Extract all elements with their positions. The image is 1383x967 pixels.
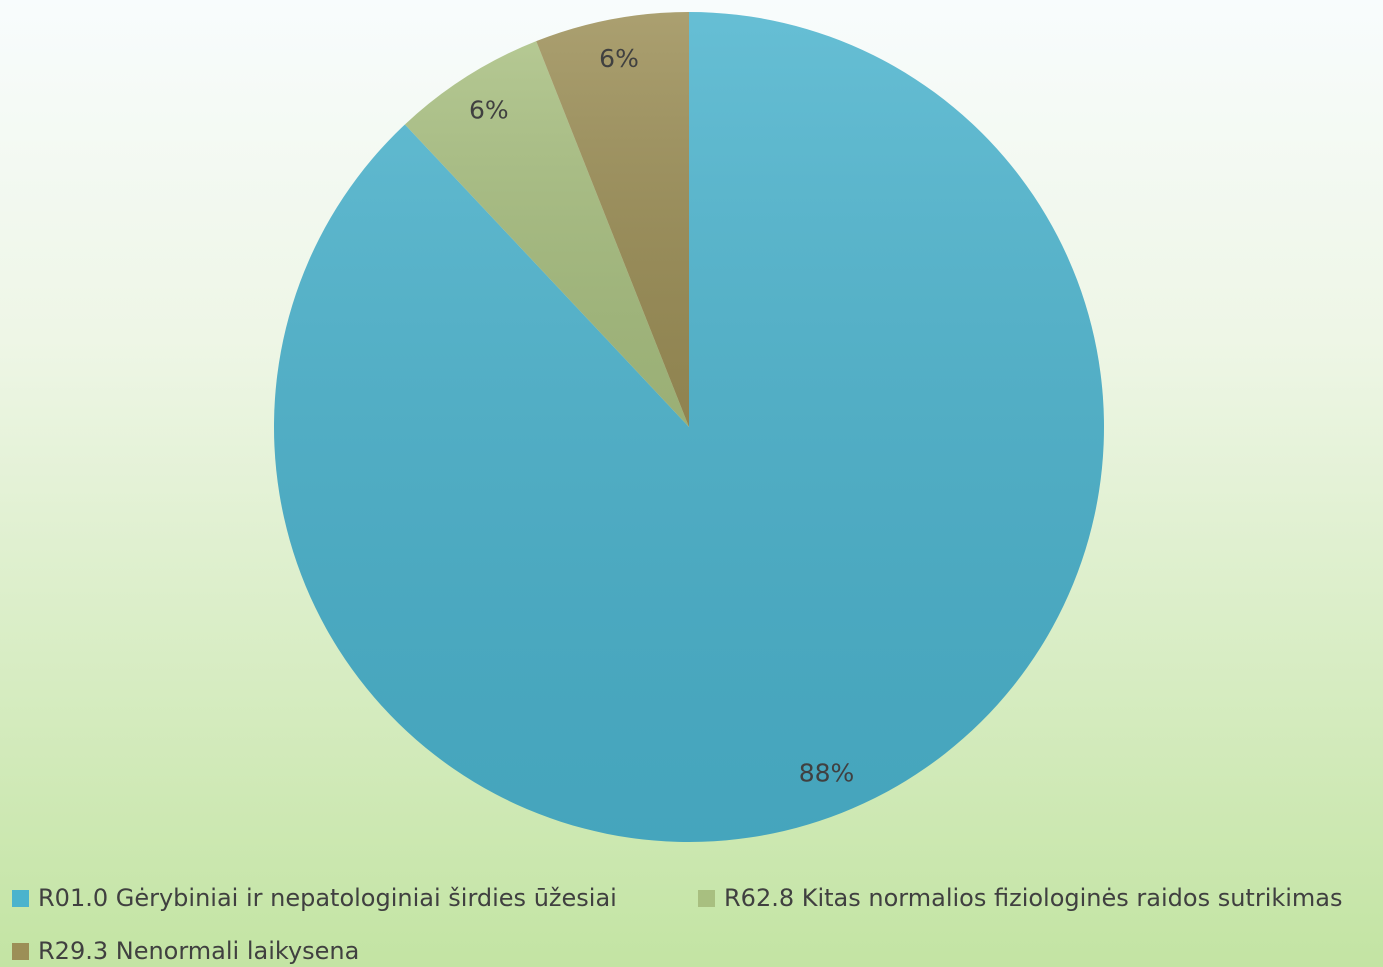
slice-shade xyxy=(404,41,689,427)
slice-shade xyxy=(536,12,689,427)
legend-swatch xyxy=(12,943,29,960)
pie: 88% 6% 6% xyxy=(274,12,1104,843)
legend-label: R01.0 Gėrybiniai ir nepatologiniai širdi… xyxy=(38,884,617,912)
slice-shade xyxy=(274,12,1104,843)
legend-swatch xyxy=(12,890,29,907)
data-label: 6% xyxy=(599,44,639,73)
data-label: 88% xyxy=(799,758,855,787)
legend: R01.0 Gėrybiniai ir nepatologiniai širdi… xyxy=(12,884,1343,965)
legend-label: R62.8 Kitas normalios fiziologinės raido… xyxy=(724,884,1343,912)
data-label: 6% xyxy=(469,96,509,125)
legend-label: R29.3 Nenormali laikysena xyxy=(38,937,359,965)
legend-swatch xyxy=(698,890,715,907)
